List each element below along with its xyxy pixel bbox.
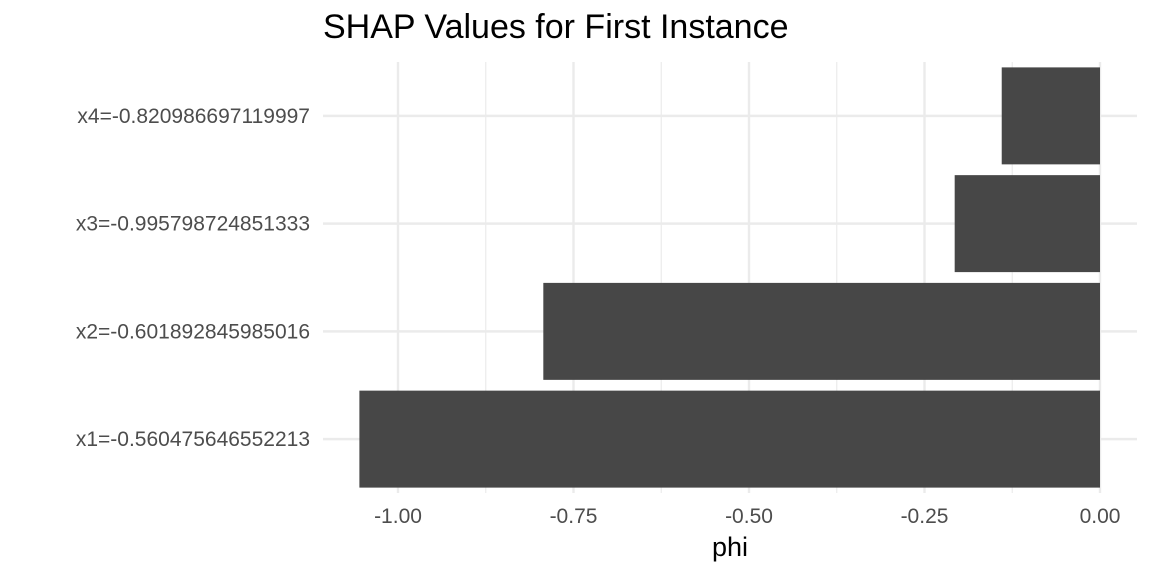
- bar-layer: [359, 67, 1100, 488]
- x-tick-label: -0.50: [725, 505, 773, 528]
- bar-1: [359, 390, 1100, 488]
- bar-4: [1001, 67, 1100, 165]
- y-tick-label: x4=-0.820986697119997: [77, 105, 310, 128]
- x-tick-label: 0.00: [1080, 505, 1121, 528]
- y-tick-label: x2=-0.601892845985016: [76, 320, 310, 343]
- chart-title: SHAP Values for First Instance: [323, 8, 789, 46]
- x-tick-label: -1.00: [374, 505, 422, 528]
- label-layer: x1=-0.560475646552213 x2=-0.6018928459850…: [76, 105, 1121, 528]
- x-tick-label: -0.75: [550, 505, 598, 528]
- bar-3: [954, 175, 1100, 273]
- bar-2: [543, 282, 1100, 380]
- x-axis-title: phi: [712, 532, 748, 562]
- y-tick-label: x1=-0.560475646552213: [76, 428, 310, 451]
- y-tick-label: x3=-0.995798724851333: [76, 213, 310, 236]
- x-tick-label: -0.25: [901, 505, 949, 528]
